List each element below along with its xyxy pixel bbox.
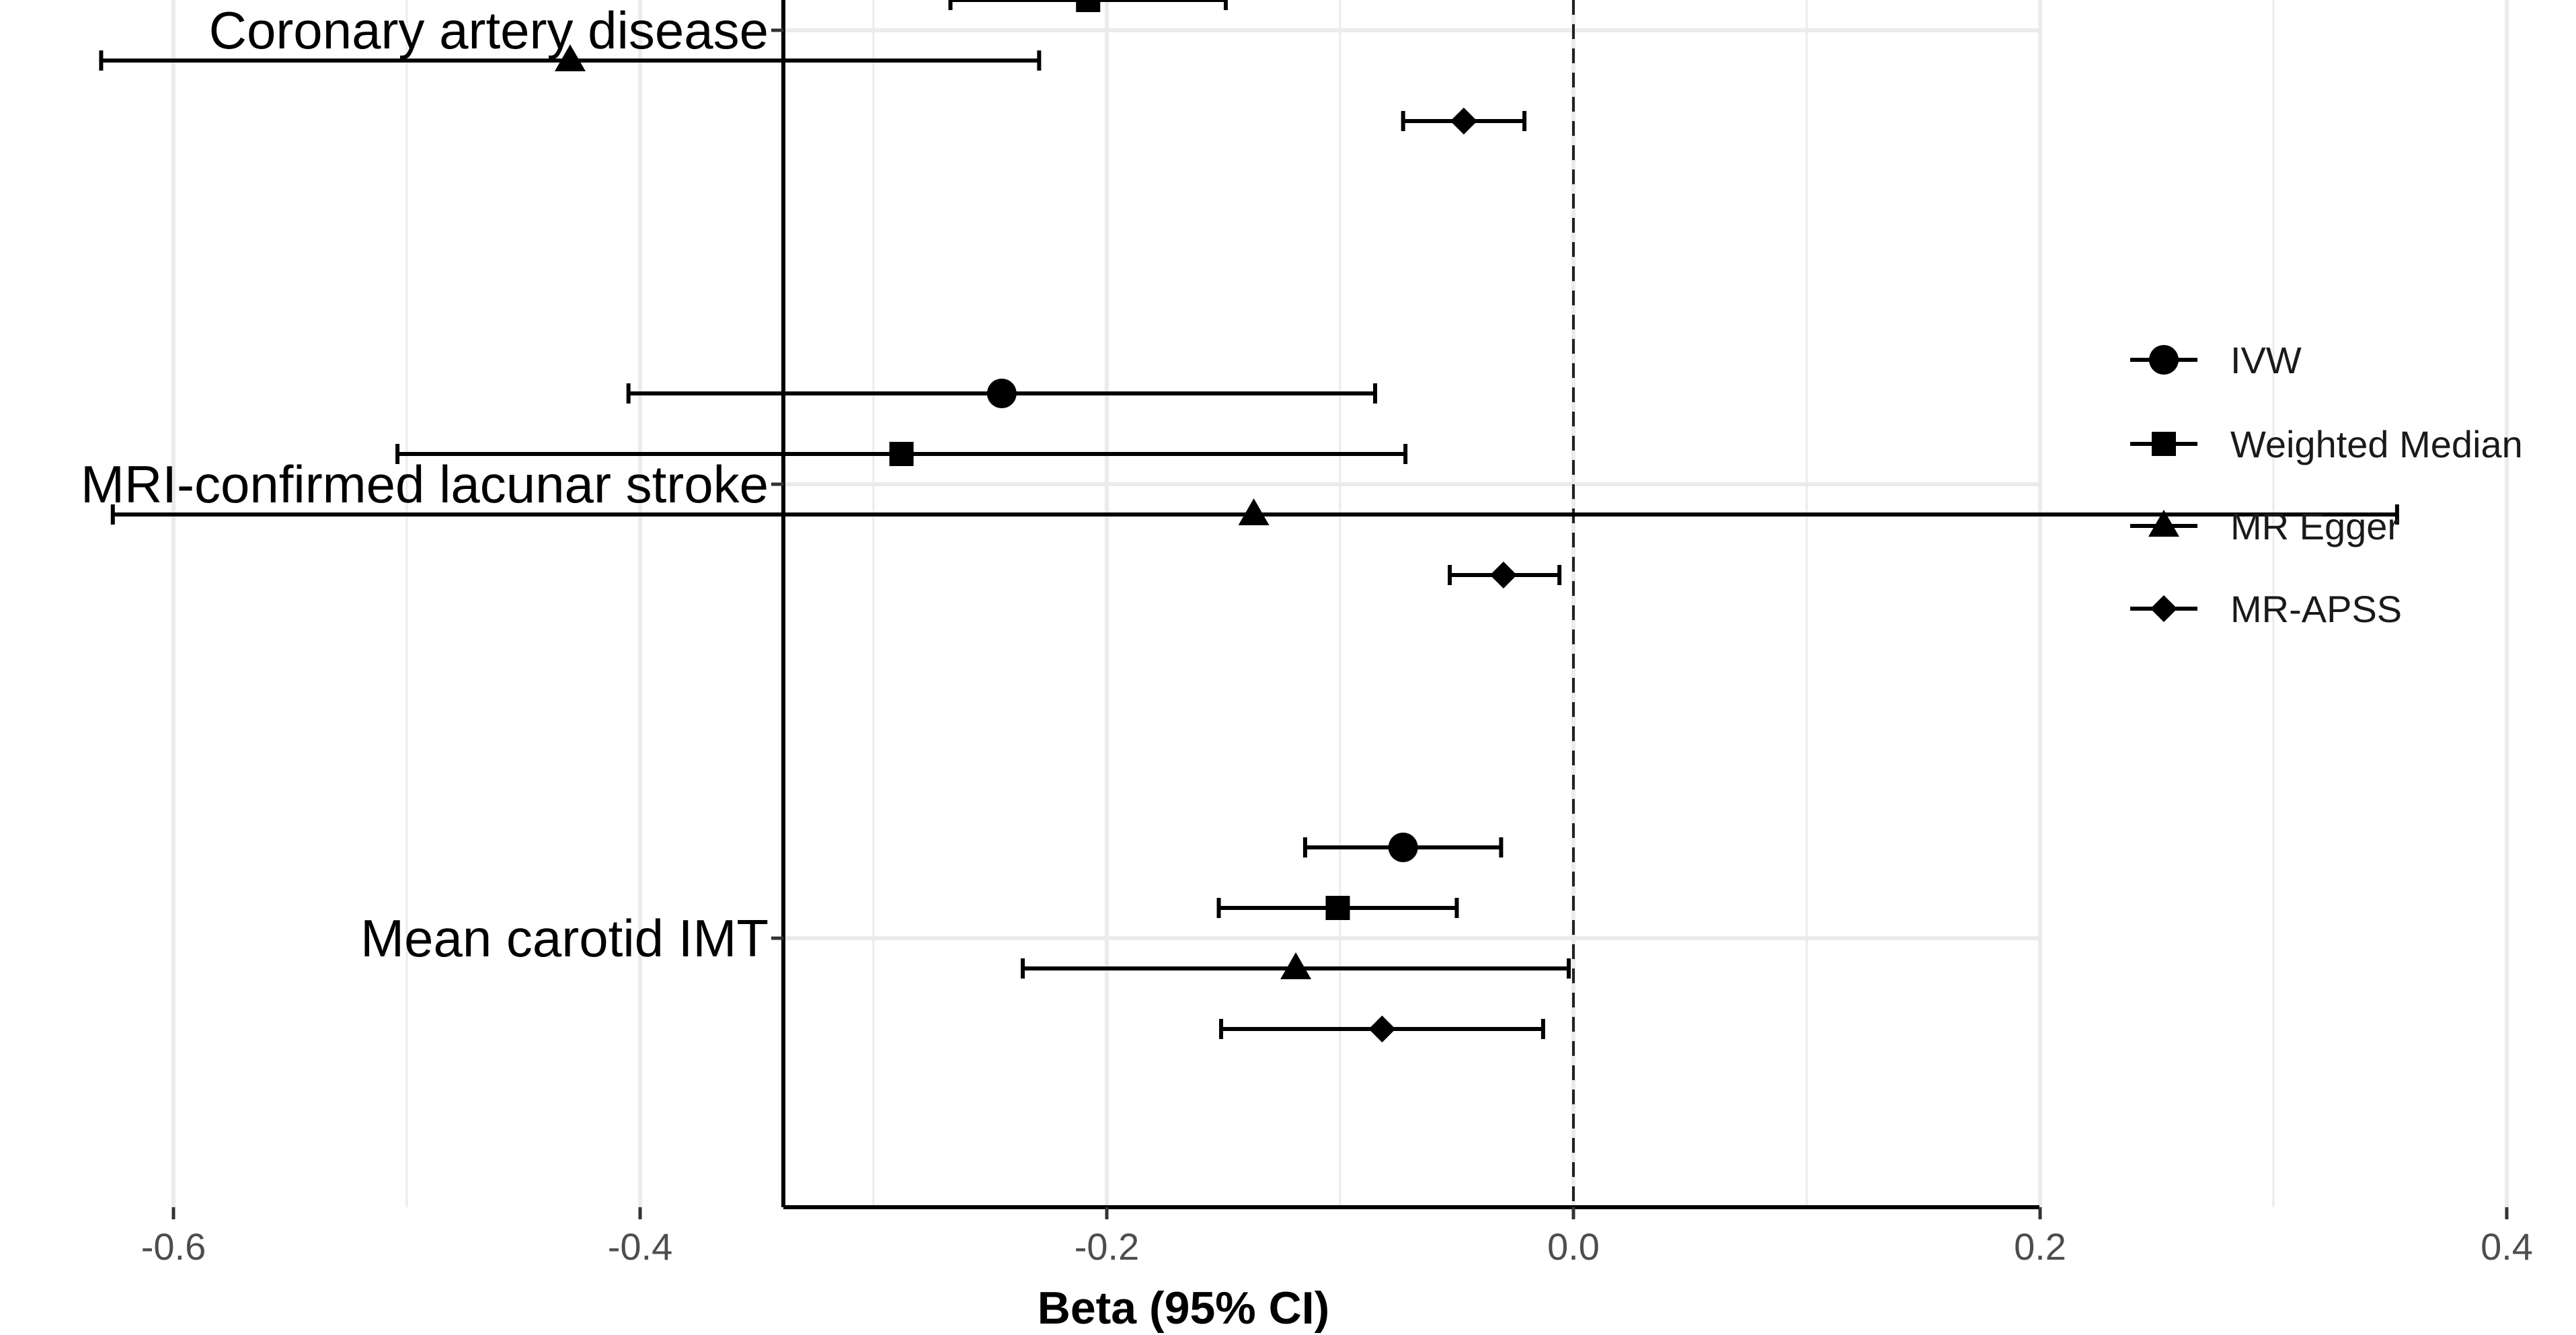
legend: IVW Weighted Median MR Egger MR-APSS <box>2130 339 2523 630</box>
x-tick-label: 0.4 <box>2481 1225 2533 1268</box>
legend-label: MR-APSS <box>2230 588 2402 630</box>
legend-label: MR Egger <box>2230 505 2400 547</box>
estimate-triangle <box>99 44 1042 71</box>
point-square <box>1325 896 1350 920</box>
category-label: MRI-confirmed lacunar stroke <box>81 455 769 514</box>
point-triangle <box>554 44 586 71</box>
data-marks <box>99 0 2399 1042</box>
point-square <box>889 442 914 466</box>
legend-key-circle <box>2149 345 2179 375</box>
legend-key-diamond <box>2150 595 2177 622</box>
point-triangle <box>1280 952 1312 979</box>
legend-label: IVW <box>2230 339 2302 381</box>
estimate-diamond <box>1219 1016 1545 1042</box>
estimate-square <box>395 442 1408 466</box>
axis-layer: -0.6 -0.4 -0.2 0.0 0.2 0.4 <box>141 0 2533 1268</box>
x-axis-title: Beta (95% CI) <box>1038 1283 1330 1334</box>
x-tick-label: 0.0 <box>1547 1225 1600 1268</box>
estimate-diamond <box>1401 108 1527 135</box>
estimate-triangle <box>110 498 2399 525</box>
legend-item: Weighted Median <box>2130 423 2523 465</box>
legend-item: MR-APSS <box>2130 588 2402 630</box>
legend-key-triangle <box>2148 510 2179 537</box>
grid-layer <box>171 0 2509 1207</box>
estimate-square <box>1216 896 1459 920</box>
point-diamond <box>1450 108 1477 135</box>
x-tick-label: -0.6 <box>141 1225 206 1268</box>
estimate-circle <box>626 379 1378 408</box>
legend-key-square <box>2152 432 2176 456</box>
legend-item: MR Egger <box>2130 505 2400 547</box>
legend-label: Weighted Median <box>2230 423 2523 465</box>
point-circle <box>1388 833 1418 862</box>
point-circle <box>986 379 1017 408</box>
legend-item: IVW <box>2130 339 2302 381</box>
point-triangle <box>1238 498 1270 525</box>
point-diamond <box>1489 562 1517 588</box>
category-label: Coronary artery disease <box>209 1 769 60</box>
estimate-triangle <box>1021 952 1571 979</box>
point-square <box>1076 0 1101 12</box>
x-tick-label: -0.4 <box>608 1225 673 1268</box>
x-tick-label: 0.2 <box>2014 1225 2066 1268</box>
category-labels: Coronary artery disease MRI-confirmed lac… <box>81 1 769 968</box>
estimate-square <box>948 0 1228 12</box>
x-tick-label: -0.2 <box>1075 1225 1140 1268</box>
estimate-diamond <box>1448 562 1562 588</box>
point-diamond <box>1368 1016 1396 1042</box>
category-label: Mean carotid IMT <box>360 909 769 968</box>
estimate-circle <box>1302 833 1504 862</box>
